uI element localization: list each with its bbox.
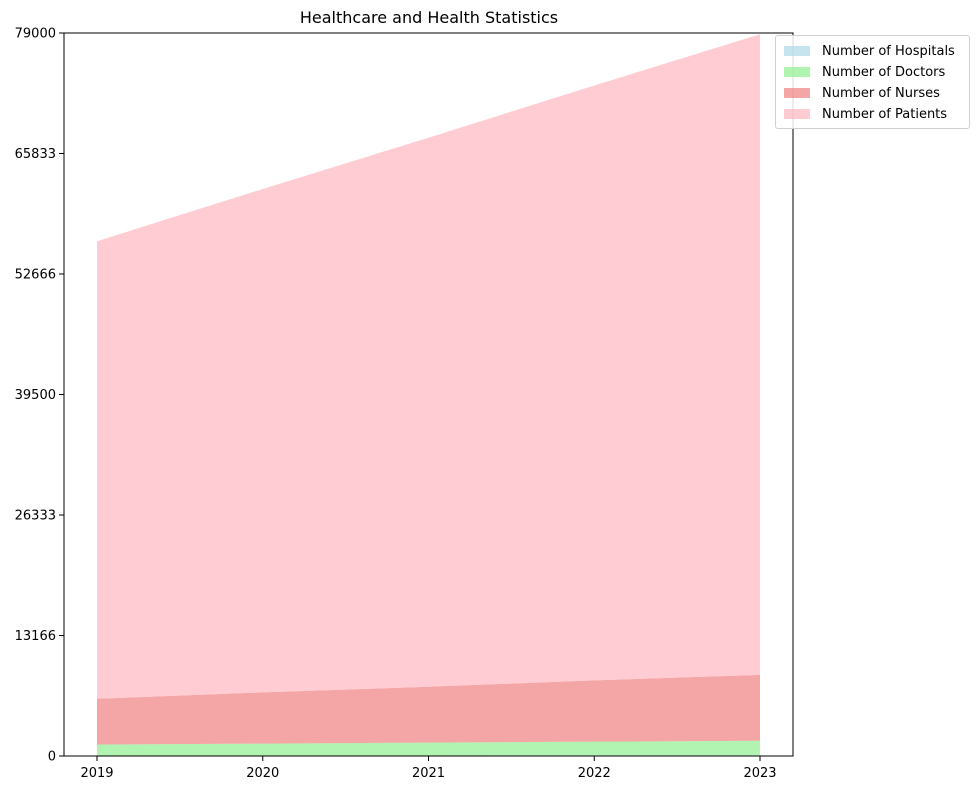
x-tick-label: 2021 xyxy=(412,766,445,781)
series-areas xyxy=(97,34,760,756)
x-tick-label: 2020 xyxy=(246,766,279,781)
legend-swatch xyxy=(784,88,810,98)
x-tick-label: 2023 xyxy=(743,766,776,781)
legend-swatch xyxy=(784,46,810,56)
legend: Number of Hospitals Number of Doctors Numb… xyxy=(775,35,970,129)
y-tick-label: 79000 xyxy=(15,27,56,42)
y-tick-label: 39500 xyxy=(15,388,56,403)
legend-swatch xyxy=(784,109,810,119)
legend-label: Number of Doctors xyxy=(822,64,946,80)
legend-item: Number of Nurses xyxy=(784,83,940,103)
legend-label: Number of Hospitals xyxy=(822,43,955,59)
chart-title: Healthcare and Health Statistics xyxy=(300,8,558,27)
y-tick-label: 13166 xyxy=(15,629,56,644)
x-tick-label: 2019 xyxy=(80,766,113,781)
y-tick-label: 52666 xyxy=(15,268,56,283)
y-axis: 0 13166 26333 39500 52666 65833 79000 xyxy=(15,27,64,765)
legend-item: Number of Hospitals xyxy=(784,41,955,61)
area-series-2 xyxy=(97,740,760,756)
legend-label: Number of Nurses xyxy=(822,85,940,101)
y-tick-label: 65833 xyxy=(15,147,56,162)
legend-label: Number of Patients xyxy=(822,106,948,122)
y-tick-label: 26333 xyxy=(15,509,56,524)
y-tick-label: 0 xyxy=(48,750,56,765)
legend-swatch xyxy=(784,67,810,77)
legend-item: Number of Doctors xyxy=(784,62,945,82)
area-series-4 xyxy=(97,34,760,699)
legend-item: Number of Patients xyxy=(784,104,947,124)
area-series-3 xyxy=(97,674,760,745)
x-axis: 2019 2020 2021 2022 2023 xyxy=(80,756,777,781)
x-tick-label: 2022 xyxy=(578,766,611,781)
